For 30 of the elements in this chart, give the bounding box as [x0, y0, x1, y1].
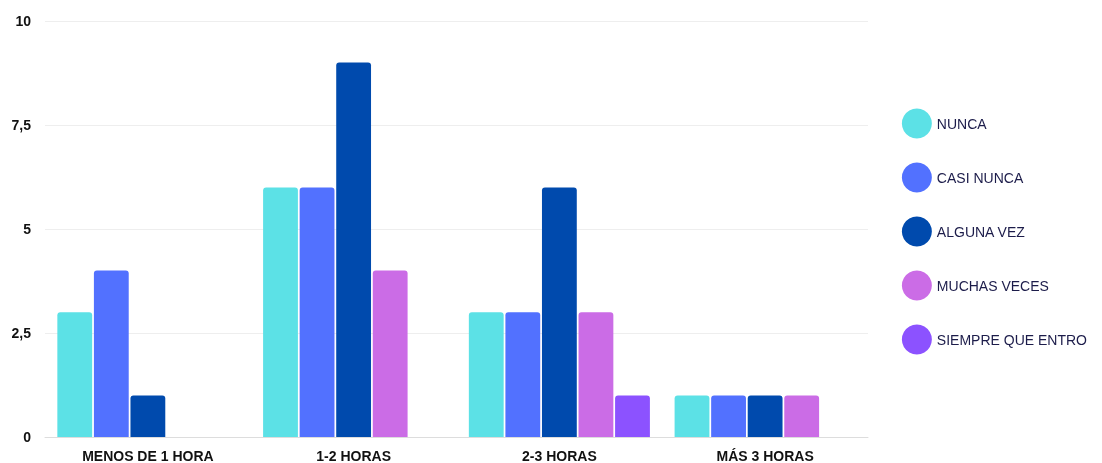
- bar: [263, 187, 298, 437]
- y-tick-label: 5: [23, 221, 32, 237]
- y-tick-label: 10: [15, 13, 32, 29]
- bar: [784, 395, 820, 437]
- x-tick-label: MÁS 3 HORAS: [716, 448, 814, 463]
- bar: [711, 395, 746, 437]
- legend-label: CASI NUNCA: [936, 169, 1024, 186]
- bar: [130, 395, 166, 437]
- x-tick-label: 2-3 HORAS: [522, 448, 597, 463]
- y-tick-label: 2,5: [11, 325, 32, 341]
- bar: [578, 312, 614, 437]
- x-tick-label: MENOS DE 1 HORA: [82, 448, 214, 463]
- bar: [336, 62, 372, 437]
- y-tick-label: 0: [23, 429, 32, 445]
- bar: [372, 270, 408, 437]
- legend-label: SIEMPRE QUE ENTRO: [936, 331, 1088, 348]
- x-tick-label: 1-2 HORAS: [316, 448, 391, 463]
- bar: [468, 312, 504, 437]
- bar: [299, 187, 335, 437]
- bar: [93, 270, 129, 437]
- legend-label: ALGUNA VEZ: [936, 223, 1026, 240]
- bar: [505, 312, 541, 437]
- y-tick-label: 7,5: [11, 117, 32, 133]
- bar: [57, 312, 93, 437]
- bar: [747, 395, 783, 437]
- legend-label: MUCHAS VECES: [936, 277, 1049, 294]
- legend-label: NUNCA: [936, 115, 988, 132]
- bar: [541, 187, 577, 437]
- bar: [674, 395, 710, 437]
- bar: [615, 395, 650, 437]
